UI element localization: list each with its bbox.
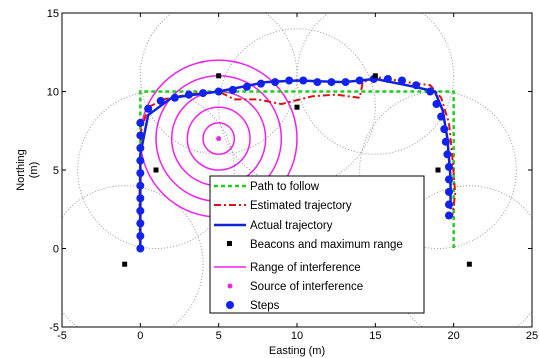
step-point-34 bbox=[440, 125, 449, 134]
step-point-15 bbox=[199, 89, 207, 98]
estimated-trajectory-line bbox=[138, 76, 457, 241]
actual-trajectory-line bbox=[139, 77, 452, 249]
y-axis-label-line-2: (m) bbox=[28, 162, 40, 179]
step-point-1 bbox=[136, 231, 145, 240]
step-point-10 bbox=[136, 118, 145, 127]
beacon-marker-3 bbox=[294, 104, 300, 110]
x-tick-label-0: -5 bbox=[57, 330, 67, 342]
beacon-marker-4 bbox=[372, 73, 378, 79]
beacon-range-circle-2 bbox=[139, 13, 298, 155]
y-tick-label-3: 10 bbox=[47, 87, 59, 99]
step-point-41 bbox=[444, 211, 453, 220]
legend-source-label: Source of interference bbox=[250, 281, 363, 293]
step-point-14 bbox=[184, 90, 193, 99]
step-point-4 bbox=[136, 194, 145, 203]
legend-box bbox=[209, 175, 425, 314]
step-point-23 bbox=[313, 78, 322, 87]
step-point-8 bbox=[136, 144, 145, 153]
step-point-31 bbox=[426, 87, 435, 96]
legend-steps-swatch bbox=[226, 301, 234, 309]
step-point-40 bbox=[444, 200, 453, 209]
step-point-17 bbox=[228, 85, 237, 94]
step-point-29 bbox=[397, 76, 406, 85]
step-point-12 bbox=[156, 96, 165, 105]
beacon-marker-0 bbox=[122, 261, 128, 267]
step-point-11 bbox=[144, 104, 153, 113]
x-tick-label-2: 5 bbox=[216, 330, 222, 342]
legend-interference-range-label: Range of interference bbox=[250, 262, 361, 274]
x-tick-label-4: 15 bbox=[369, 330, 381, 342]
y-tick-label-4: 15 bbox=[47, 8, 59, 20]
step-point-28 bbox=[383, 74, 392, 83]
interference-range-circle-1 bbox=[186, 106, 251, 171]
step-point-9 bbox=[136, 131, 145, 140]
y-tick-label-1: 0 bbox=[53, 244, 59, 256]
step-point-19 bbox=[256, 79, 265, 88]
legend-steps-label: Steps bbox=[250, 300, 280, 312]
step-point-30 bbox=[412, 81, 421, 90]
legend-estimated-label: Estimated trajectory bbox=[250, 200, 352, 212]
x-tick-label-6: 25 bbox=[526, 330, 538, 342]
step-point-13 bbox=[170, 93, 179, 102]
step-point-38 bbox=[444, 175, 453, 184]
x-tick-label-3: 10 bbox=[291, 330, 303, 342]
beacon-marker-6 bbox=[466, 261, 472, 267]
interference-range-circle-0 bbox=[202, 122, 236, 156]
step-point-18 bbox=[242, 82, 251, 91]
step-point-7 bbox=[136, 156, 145, 165]
x-axis-label: Easting (m) bbox=[269, 345, 325, 357]
beacon-range-circle-0 bbox=[62, 185, 204, 327]
step-point-6 bbox=[136, 169, 145, 178]
beacon-range-circle-3 bbox=[218, 28, 376, 187]
step-point-24 bbox=[327, 78, 336, 87]
step-point-21 bbox=[285, 76, 294, 85]
step-point-5 bbox=[136, 181, 145, 190]
step-point-32 bbox=[432, 100, 441, 109]
step-point-33 bbox=[437, 112, 446, 121]
y-axis-label-line-1: Northing bbox=[15, 149, 27, 191]
step-point-37 bbox=[444, 162, 453, 171]
step-point-0 bbox=[136, 244, 145, 253]
step-point-16 bbox=[214, 87, 223, 96]
legend-source-swatch bbox=[227, 283, 233, 289]
step-point-22 bbox=[299, 76, 308, 85]
legend-actual-label: Actual trajectory bbox=[250, 220, 333, 232]
y-tick-label-0: -5 bbox=[49, 322, 59, 334]
legend: Path to follow Estimated trajectory Actu… bbox=[209, 175, 425, 314]
beacon-marker-5 bbox=[435, 167, 441, 173]
step-point-35 bbox=[441, 137, 450, 146]
legend-beacon-swatch bbox=[227, 241, 232, 246]
x-tick-label-1: 0 bbox=[137, 330, 143, 342]
beacon-marker-2 bbox=[216, 73, 222, 79]
step-point-20 bbox=[271, 78, 280, 87]
beacon-range-circle-4 bbox=[296, 13, 455, 155]
axis-ticks: -5 0 5 10 15 20 25 -5 0 5 10 15 bbox=[47, 8, 538, 342]
x-tick-label-5: 20 bbox=[448, 330, 460, 342]
step-point-2 bbox=[136, 219, 145, 228]
step-point-25 bbox=[341, 78, 350, 87]
y-tick-label-2: 5 bbox=[53, 165, 59, 177]
legend-path-label: Path to follow bbox=[250, 181, 320, 193]
step-point-26 bbox=[355, 76, 364, 85]
beacon-range-circle-1 bbox=[77, 91, 235, 249]
interference-source-marker bbox=[216, 136, 222, 142]
step-point-36 bbox=[443, 150, 452, 159]
beacon-range-circle-5 bbox=[359, 91, 517, 249]
step-point-3 bbox=[136, 206, 145, 215]
step-point-39 bbox=[444, 187, 453, 196]
legend-beacon-label: Beacons and maximum range bbox=[250, 239, 403, 251]
beacon-marker-1 bbox=[153, 167, 159, 173]
